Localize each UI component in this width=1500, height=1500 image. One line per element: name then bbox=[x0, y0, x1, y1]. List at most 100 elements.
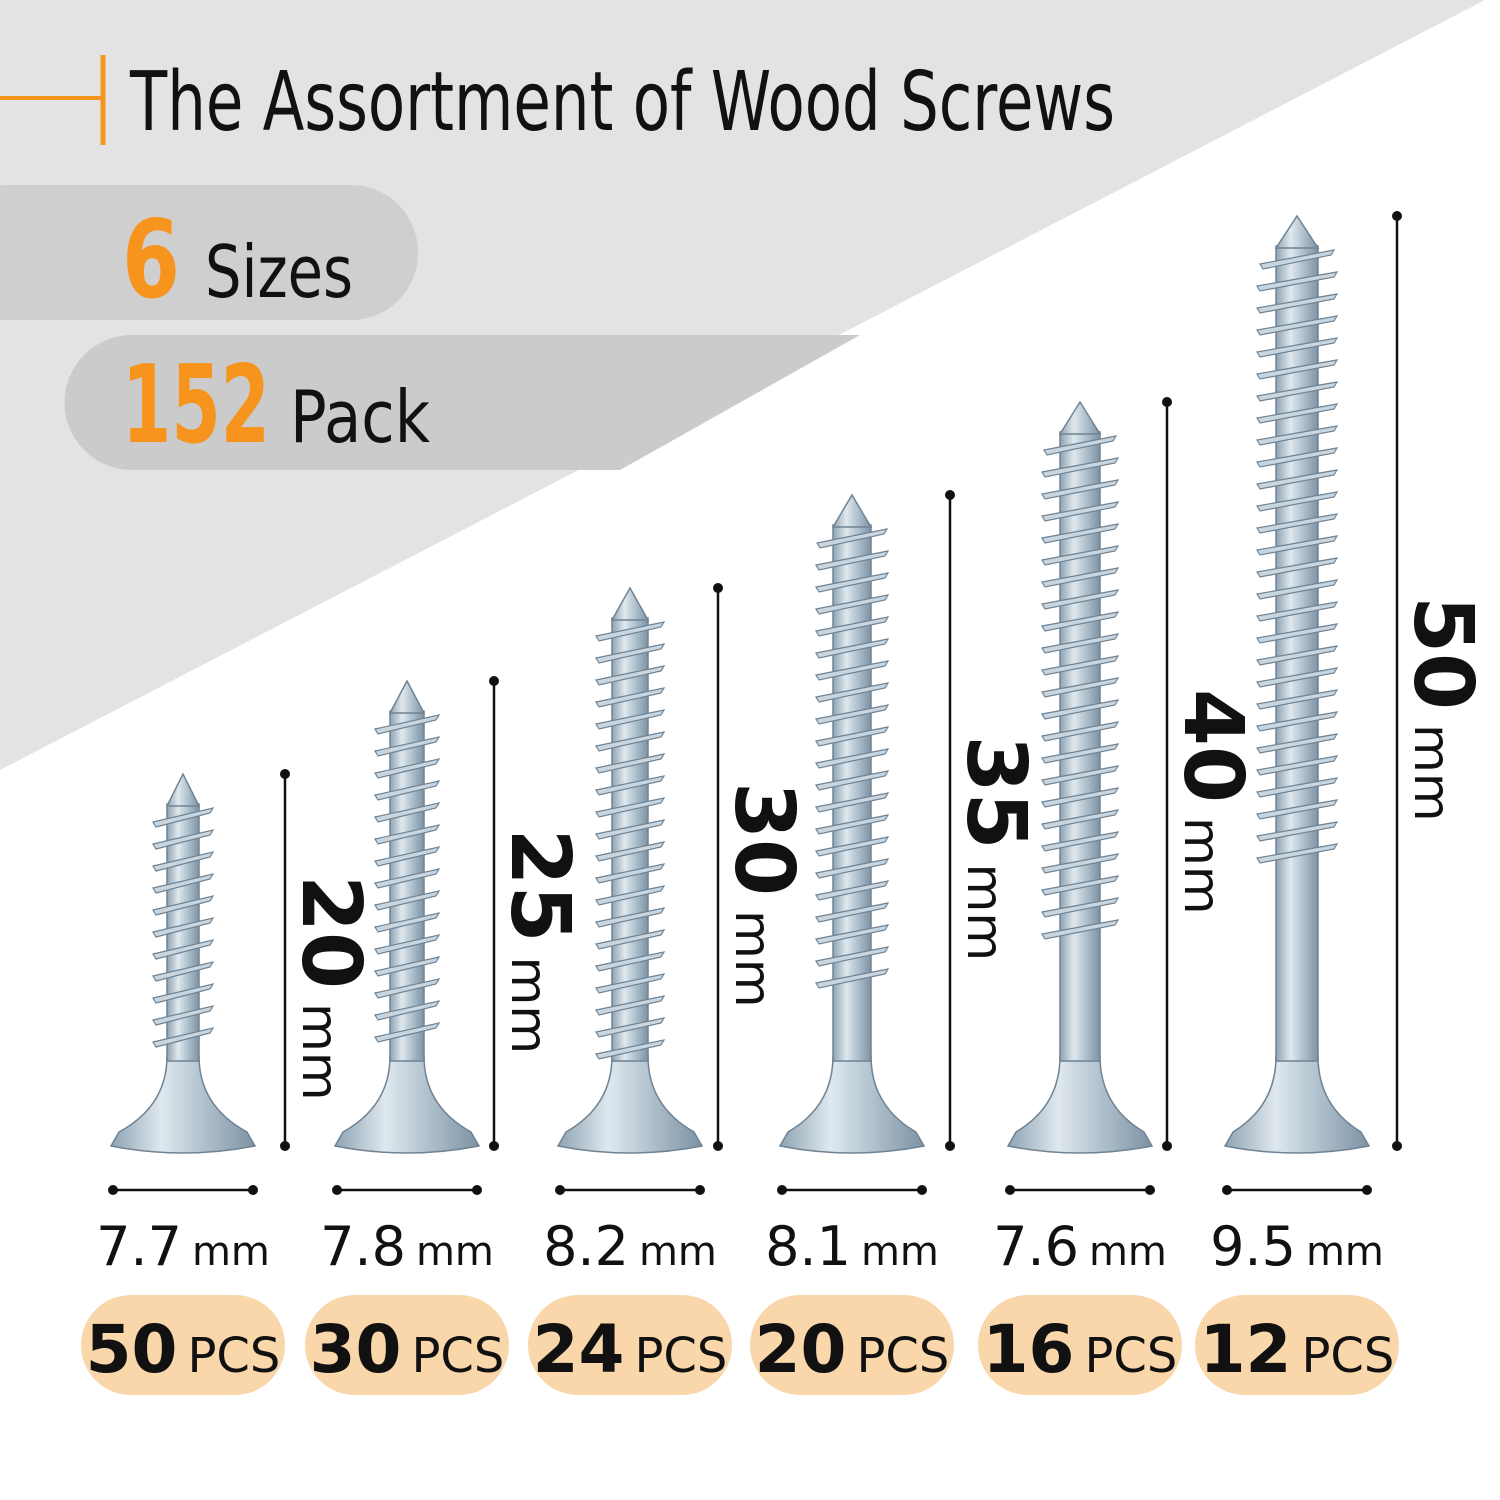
head-label: 9.5 mm bbox=[1210, 1215, 1384, 1278]
count-value: 12 bbox=[1200, 1311, 1292, 1388]
screw-thread bbox=[595, 643, 666, 664]
head-unit: mm bbox=[1089, 1229, 1167, 1275]
screw-head bbox=[333, 1055, 481, 1154]
count-pill bbox=[1195, 1295, 1399, 1395]
screw-thread bbox=[152, 1027, 215, 1048]
screw-thread bbox=[595, 1017, 666, 1038]
screw-thread bbox=[1041, 831, 1120, 852]
screw-thread bbox=[815, 814, 890, 835]
screw-thread bbox=[1041, 479, 1120, 500]
screw-thread bbox=[1256, 359, 1339, 380]
screw-thread bbox=[815, 682, 890, 703]
screw-thread bbox=[374, 1000, 441, 1021]
badge-label: Pack bbox=[290, 375, 430, 459]
count-value: 20 bbox=[755, 1311, 847, 1388]
length-label: 50 mm bbox=[1395, 596, 1490, 822]
screw-thread bbox=[595, 863, 666, 884]
screw-thread bbox=[374, 978, 441, 999]
count-pill bbox=[305, 1295, 509, 1395]
badge bbox=[0, 185, 418, 320]
badge-number: 152 bbox=[122, 343, 270, 468]
screw-thread bbox=[815, 748, 890, 769]
screw-thread bbox=[374, 868, 441, 889]
screw-thread bbox=[1256, 821, 1339, 842]
count-unit: PCS bbox=[1301, 1328, 1394, 1384]
screw-thread bbox=[1041, 655, 1120, 676]
screw-head bbox=[778, 1055, 926, 1154]
screw-thread bbox=[1256, 733, 1339, 754]
screw-head bbox=[109, 1055, 257, 1154]
dimension-dot bbox=[1162, 1141, 1172, 1151]
length-label: 35 mm bbox=[948, 736, 1043, 962]
dimension-dot bbox=[489, 676, 499, 686]
screw-tip bbox=[610, 586, 650, 621]
screw-head bbox=[1223, 1055, 1371, 1154]
screw-thread bbox=[1041, 523, 1120, 544]
dimension-dot bbox=[945, 1141, 955, 1151]
screw-thread bbox=[595, 665, 666, 686]
dimension-dot bbox=[108, 1185, 118, 1195]
screw-thread bbox=[595, 995, 666, 1016]
screw bbox=[1006, 400, 1154, 1154]
screw-thread bbox=[595, 907, 666, 928]
count-value: 50 bbox=[86, 1311, 178, 1388]
screw-thread bbox=[1256, 381, 1339, 402]
screw-thread bbox=[1041, 765, 1120, 786]
count-unit: PCS bbox=[187, 1328, 280, 1384]
screw-thread bbox=[374, 802, 441, 823]
screw-thread bbox=[1041, 809, 1120, 830]
screw-thread bbox=[1041, 501, 1120, 522]
screw-thread bbox=[595, 775, 666, 796]
length-value: 50 bbox=[1395, 596, 1490, 710]
screw-thread bbox=[595, 819, 666, 840]
dimension-dot bbox=[1392, 1141, 1402, 1151]
screw-thread bbox=[1256, 755, 1339, 776]
length-unit: mm bbox=[724, 910, 782, 1007]
screw-thread bbox=[815, 638, 890, 659]
screw-thread bbox=[815, 858, 890, 879]
screw-thread bbox=[374, 1022, 441, 1043]
badge-number: 6 bbox=[122, 198, 180, 323]
screw-thread bbox=[1256, 667, 1339, 688]
count-label: 20 PCS bbox=[755, 1311, 950, 1388]
screw-thread bbox=[815, 924, 890, 945]
screw-thread bbox=[152, 873, 215, 894]
screw-head bbox=[556, 1055, 704, 1154]
screw-thread bbox=[1041, 457, 1120, 478]
screw-thread bbox=[1041, 853, 1120, 874]
screw-thread bbox=[1259, 249, 1336, 270]
screw-thread bbox=[1256, 645, 1339, 666]
screw bbox=[109, 772, 257, 1154]
length-label: 30 mm bbox=[716, 782, 811, 1008]
screw-thread bbox=[1256, 403, 1339, 424]
screw-thread bbox=[815, 616, 890, 637]
length-unit: mm bbox=[500, 957, 558, 1054]
dimension-dot bbox=[713, 583, 723, 593]
screw-tip bbox=[165, 772, 201, 807]
screw-tip bbox=[831, 493, 873, 528]
count-label: 30 PCS bbox=[310, 1311, 505, 1388]
screw-thread bbox=[374, 934, 441, 955]
screw-thread bbox=[152, 895, 215, 916]
screw bbox=[333, 679, 481, 1154]
screw-thread bbox=[815, 946, 890, 967]
screw-thread bbox=[1256, 535, 1339, 556]
screw-thread bbox=[1256, 777, 1339, 798]
dimension-dot bbox=[917, 1185, 927, 1195]
head-value: 8.2 bbox=[543, 1215, 629, 1278]
dimension-dot bbox=[945, 490, 955, 500]
count-label: 24 PCS bbox=[533, 1311, 728, 1388]
screw-thread bbox=[374, 758, 441, 779]
screw-thread bbox=[1256, 623, 1339, 644]
screw-thread bbox=[595, 731, 666, 752]
screw-thread bbox=[374, 714, 441, 735]
screw-thread bbox=[595, 951, 666, 972]
head-value: 7.6 bbox=[993, 1215, 1079, 1278]
length-value: 35 bbox=[948, 736, 1043, 850]
screw-thread bbox=[152, 983, 215, 1004]
screw-tip bbox=[1274, 214, 1320, 249]
screw-thread bbox=[1256, 843, 1339, 864]
screw-thread bbox=[595, 621, 666, 642]
count-unit: PCS bbox=[411, 1328, 504, 1384]
